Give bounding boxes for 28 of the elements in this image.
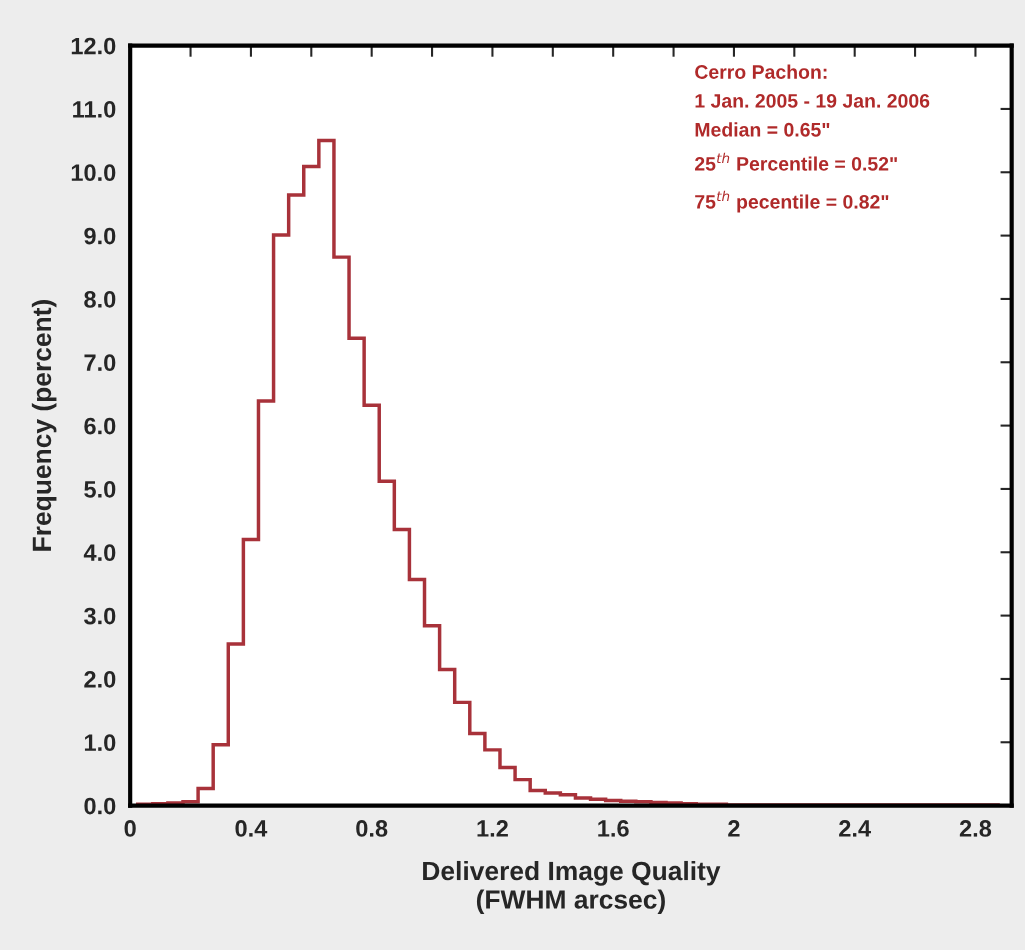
y-tick-label: 4.0 [83,544,116,562]
annotation: 1 Jan. 2005 - 19 Jan. 2006 [695,93,930,108]
y-tick-label: 8.0 [84,291,116,308]
x-tick-label: 2 [728,820,740,837]
y-tick-label: 7.0 [84,354,116,372]
y-tick-label: 12.0 [71,37,116,55]
y-tick-label: 0.0 [84,797,116,815]
x-tick-label: 2.4 [839,820,871,837]
y-tick-label: 1.0 [84,734,116,752]
x-tick-label: 1.2 [477,820,508,837]
y-axis-title: Frequency (percent) [31,300,57,551]
y-tick-label: 11.0 [73,101,116,118]
x-tick-label: 1.6 [598,820,629,837]
annotation: 75$^{th}$ pecentile = 0.82" [695,190,889,213]
x-tick-label: 2.8 [959,820,992,837]
y-tick-label: 3.0 [84,607,116,625]
y-tick-label: 9.0 [84,227,116,245]
x-tick-label: 0 [124,820,136,837]
x-tick-label: 0.8 [356,820,388,837]
annotation: Cerro Pachon: [695,64,827,79]
annotation: Median = 0.65" [695,122,830,137]
y-tick-label: 2.0 [84,671,116,688]
x-axis-title: Delivered Image Quality (FWHM arcsec) [423,860,721,915]
y-tick-label: 5.0 [84,481,116,498]
x-tick-label: 0.4 [235,820,268,837]
y-tick-label: 6.0 [84,417,116,435]
y-tick-label: 10.0 [71,164,116,182]
annotation: 25$^{th}$ Percentile = 0.52" [695,152,897,171]
